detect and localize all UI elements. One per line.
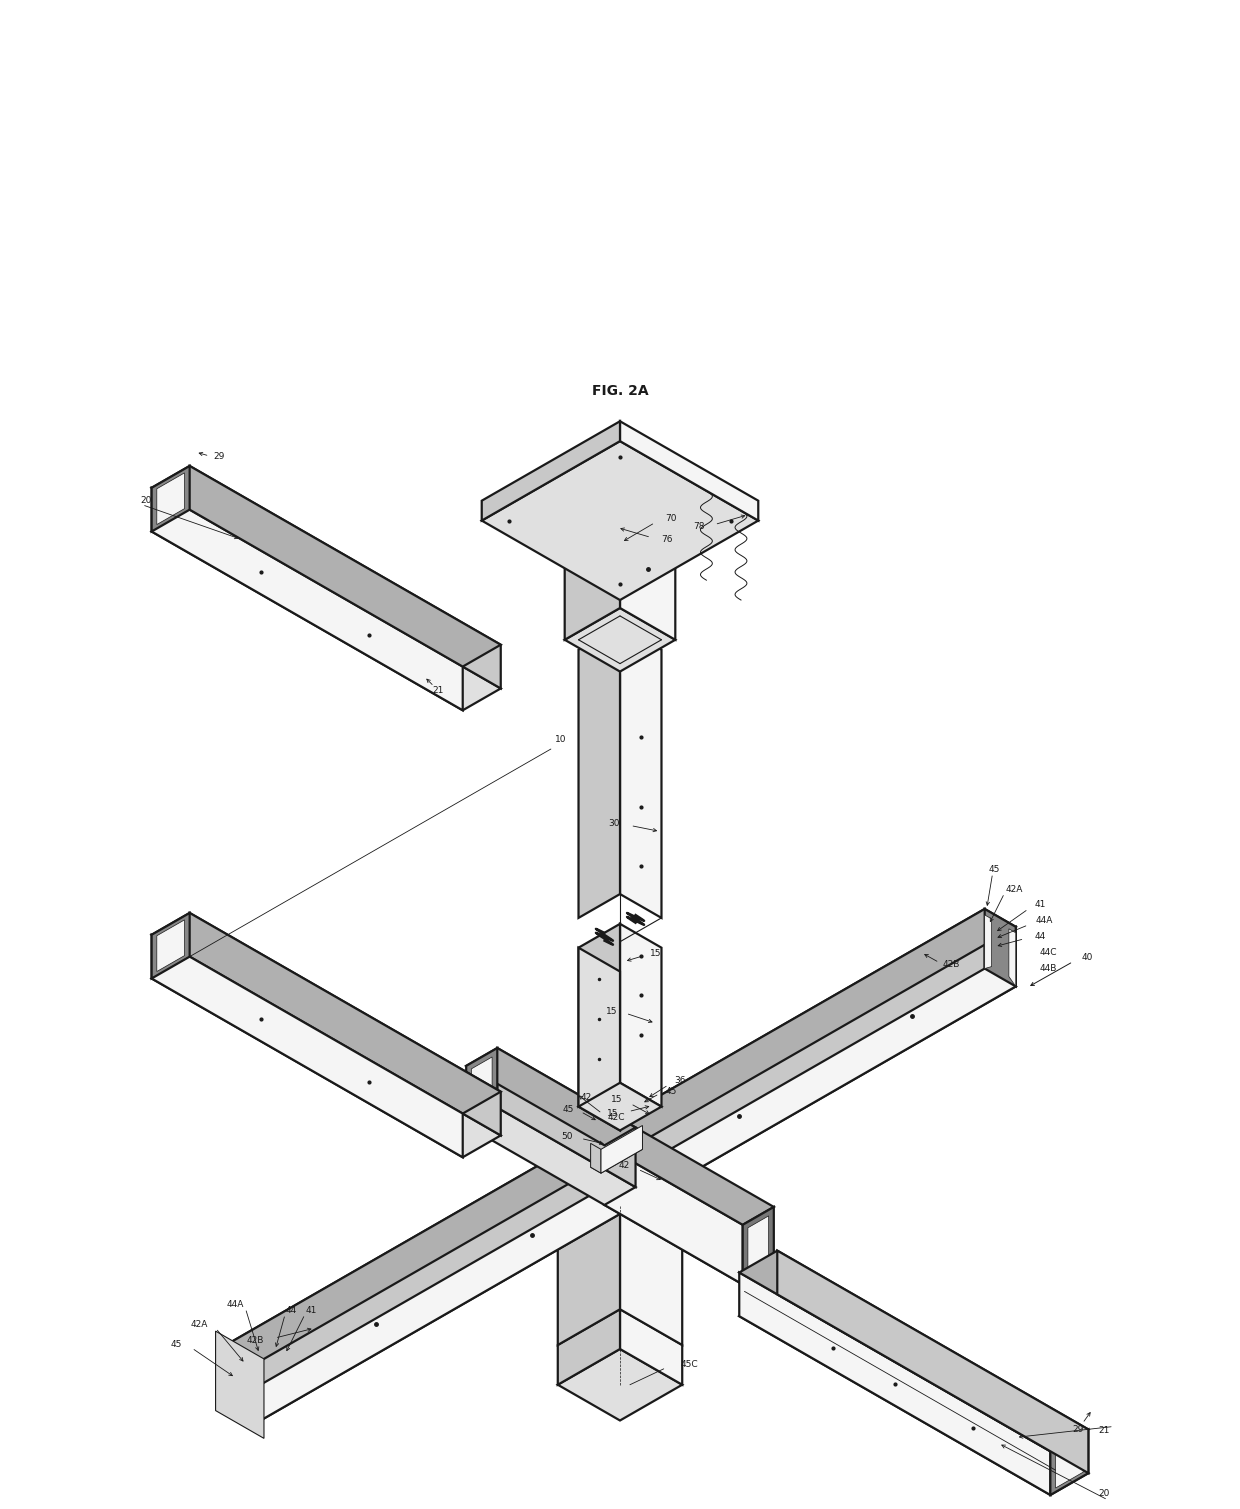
Text: 30: 30: [609, 819, 620, 828]
Polygon shape: [620, 924, 661, 1106]
Text: 44C: 44C: [1039, 948, 1056, 957]
Polygon shape: [151, 487, 463, 711]
Polygon shape: [777, 1251, 1089, 1473]
Text: 44B: 44B: [1039, 964, 1056, 973]
Text: 42: 42: [619, 1160, 630, 1169]
Polygon shape: [579, 948, 620, 1130]
Polygon shape: [558, 1169, 620, 1345]
Polygon shape: [1009, 930, 1016, 987]
Text: 15: 15: [650, 949, 661, 958]
Polygon shape: [481, 441, 759, 601]
Polygon shape: [620, 499, 676, 640]
Polygon shape: [471, 1056, 492, 1117]
Polygon shape: [590, 1144, 642, 1172]
Polygon shape: [466, 1049, 497, 1126]
Text: 44: 44: [1034, 933, 1045, 942]
Polygon shape: [985, 914, 992, 969]
Text: 20: 20: [1099, 1489, 1110, 1498]
Polygon shape: [224, 908, 1016, 1364]
Text: 78: 78: [693, 522, 704, 531]
Text: 40: 40: [1081, 954, 1092, 963]
Text: FIG. 2A: FIG. 2A: [591, 385, 649, 398]
Polygon shape: [620, 626, 661, 917]
Polygon shape: [466, 1108, 636, 1206]
Text: 42C: 42C: [608, 1114, 625, 1123]
Text: 44A: 44A: [227, 1299, 244, 1308]
Polygon shape: [151, 957, 501, 1157]
Text: 76: 76: [661, 536, 673, 543]
Text: 45: 45: [666, 1086, 677, 1096]
Text: 21: 21: [1099, 1426, 1110, 1435]
Text: 44: 44: [285, 1305, 296, 1314]
Text: 36: 36: [675, 1076, 686, 1085]
Polygon shape: [558, 1349, 682, 1420]
Text: 15: 15: [611, 1096, 622, 1105]
Polygon shape: [151, 466, 190, 531]
Polygon shape: [466, 1049, 636, 1145]
Polygon shape: [604, 1188, 774, 1284]
Polygon shape: [590, 1144, 601, 1172]
Polygon shape: [620, 1310, 682, 1385]
Polygon shape: [156, 920, 185, 972]
Text: 41: 41: [1034, 901, 1047, 910]
Polygon shape: [604, 1145, 743, 1284]
Text: 15: 15: [606, 1007, 618, 1016]
Polygon shape: [497, 1049, 636, 1188]
Polygon shape: [229, 1355, 250, 1414]
Polygon shape: [1050, 1429, 1089, 1495]
Polygon shape: [579, 924, 620, 1106]
Polygon shape: [151, 934, 463, 1157]
Polygon shape: [739, 1295, 1089, 1495]
Text: 50: 50: [562, 1132, 573, 1141]
Text: 42: 42: [580, 1093, 591, 1102]
Text: 42A: 42A: [1006, 884, 1023, 893]
Text: 21: 21: [433, 687, 444, 696]
Polygon shape: [564, 608, 676, 672]
Polygon shape: [579, 626, 620, 917]
Polygon shape: [739, 1272, 1050, 1495]
Text: 41: 41: [305, 1305, 316, 1314]
Text: 45: 45: [170, 1340, 181, 1349]
Polygon shape: [151, 466, 501, 667]
Polygon shape: [224, 1346, 255, 1423]
Text: 44A: 44A: [1035, 916, 1053, 925]
Text: 29: 29: [1073, 1424, 1084, 1434]
Text: 42A: 42A: [191, 1320, 208, 1328]
Polygon shape: [743, 1207, 774, 1284]
Polygon shape: [216, 1331, 264, 1438]
Polygon shape: [156, 472, 185, 525]
Polygon shape: [1055, 1437, 1084, 1488]
Polygon shape: [190, 913, 501, 1135]
Polygon shape: [224, 969, 1016, 1423]
Text: 42B: 42B: [942, 960, 960, 969]
Text: 70: 70: [665, 515, 677, 524]
Polygon shape: [739, 1251, 1089, 1452]
Polygon shape: [151, 913, 501, 1114]
Polygon shape: [604, 1127, 774, 1225]
Polygon shape: [224, 908, 985, 1405]
Polygon shape: [190, 466, 501, 688]
Polygon shape: [151, 913, 190, 978]
Text: 45C: 45C: [681, 1361, 698, 1369]
Text: 45: 45: [990, 865, 1001, 874]
Polygon shape: [579, 1083, 661, 1130]
Polygon shape: [985, 908, 1016, 987]
Text: 10: 10: [556, 735, 567, 744]
Text: 15: 15: [606, 1109, 619, 1118]
Polygon shape: [620, 1169, 682, 1345]
Text: 20: 20: [140, 496, 151, 506]
Polygon shape: [620, 421, 759, 521]
Polygon shape: [481, 421, 620, 521]
Polygon shape: [255, 927, 1016, 1423]
Text: 29: 29: [213, 451, 226, 460]
Polygon shape: [151, 510, 501, 711]
Polygon shape: [564, 499, 620, 640]
Polygon shape: [748, 1216, 769, 1275]
Text: 45: 45: [563, 1105, 574, 1114]
Polygon shape: [601, 1126, 642, 1172]
Text: 42B: 42B: [247, 1335, 264, 1345]
Polygon shape: [558, 1310, 620, 1385]
